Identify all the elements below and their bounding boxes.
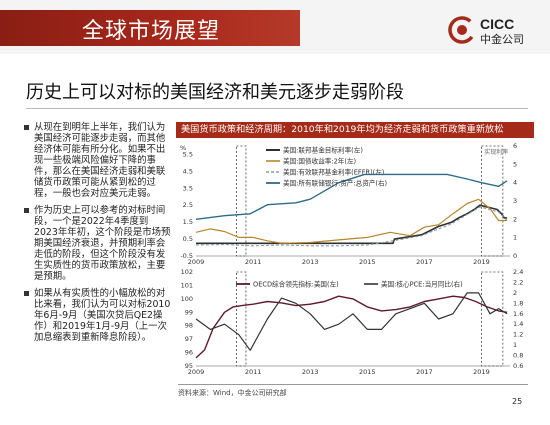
y-right-tick-label: 1.4	[513, 320, 523, 328]
slide-title: 全球市场展望	[82, 19, 221, 44]
x-tick-label: 2011	[245, 368, 262, 376]
x-tick-label: 2009	[188, 368, 205, 376]
x-tick-label: 2013	[302, 258, 319, 266]
legend-label: 美国:联邦基金目标利率(左)	[283, 146, 363, 155]
series-line	[196, 204, 508, 245]
x-tick-label: 2017	[416, 368, 433, 376]
y-right-tick-label: 0	[513, 252, 517, 260]
chart-annotation: 实现利率	[484, 148, 508, 156]
y-left-tick-label: 100	[181, 295, 193, 303]
footer-divider	[178, 384, 528, 385]
y-right-tick-label: 0.8	[513, 352, 523, 360]
x-tick-label: 2011	[245, 258, 262, 266]
y-left-tick-label: -0.5	[180, 252, 193, 260]
legend-label: 美国:核心PCE:当月同比(右)	[381, 280, 463, 289]
x-tick-label: 2015	[359, 258, 376, 266]
y-left-tick-label: 99	[185, 308, 193, 316]
subtitle-divider	[26, 108, 528, 109]
highlight-period-box	[236, 271, 247, 367]
slide-header: 全球市场展望 CICC 中金公司	[0, 0, 550, 54]
x-tick-label: 2019	[473, 258, 490, 266]
series-line	[195, 292, 508, 351]
y-left-tick-label: 97	[185, 335, 193, 343]
y-axis-unit: %	[180, 144, 186, 152]
header-band	[0, 10, 300, 46]
y-right-tick-label: 0.6	[513, 362, 523, 370]
highlight-period-box	[481, 271, 504, 367]
y-left-tick-label: 102	[181, 268, 193, 276]
y-left-tick-label: 101	[181, 281, 193, 289]
y-left-tick-label: 95	[185, 362, 193, 370]
bullet-item: 从现在到明年上半年，我们认为美国经济可能逐步走弱，而其他经济体可能有所分化。如果…	[24, 122, 172, 199]
series-line	[195, 173, 508, 220]
logo-chinese-name: 中金公司	[480, 33, 524, 46]
y-right-tick-label: 1.2	[513, 331, 523, 339]
legend-label: 美国:所有联储银行:资产:总资产(右)	[283, 179, 387, 188]
y-right-tick-label: 1	[513, 234, 517, 242]
page-number: 25	[512, 397, 523, 406]
y-right-tick-label: 3	[513, 197, 517, 205]
y-left-tick-label: 96	[185, 349, 193, 357]
bullet-item: 作为历史上可以参考的对标时间段，一个是2022年4季度到2023年年初，这个阶段…	[24, 205, 172, 282]
logo-name: CICC	[480, 16, 515, 32]
y-left-tick-label: 2.5	[183, 201, 193, 209]
x-tick-label: 2009	[188, 258, 205, 266]
highlight-period-box	[236, 145, 247, 257]
x-tick-label: 2013	[302, 368, 319, 376]
y-left-tick-label: 5.5	[183, 150, 193, 158]
legend-label: OECD综合领先指标:美国(左)	[253, 280, 339, 289]
y-right-tick-label: 2.2	[513, 278, 523, 286]
y-left-tick-label: 3.5	[183, 184, 193, 192]
highlight-period-box	[481, 145, 504, 257]
y-left-tick-label: 1.5	[183, 218, 193, 226]
x-tick-label: 2019	[473, 368, 490, 376]
y-right-tick-label: 6	[513, 142, 517, 150]
series-line	[195, 295, 508, 359]
y-left-tick-label: 0.5	[183, 235, 193, 243]
y-left-tick-label: 98	[185, 322, 193, 330]
y-left-tick-label: 4.5	[183, 167, 193, 175]
y-right-tick-label: 4	[513, 179, 517, 187]
y-right-tick-label: 1.8	[513, 299, 523, 307]
legend-label: 美国:有效联邦基金利率(EFFR)(左)	[283, 168, 384, 177]
bullet-list: 从现在到明年上半年，我们认为美国经济可能逐步走弱，而其他经济体可能有所分化。如果…	[24, 122, 172, 349]
cicc-logo-icon	[448, 16, 476, 44]
series-line	[195, 206, 508, 247]
bullet-item: 如果从有实质性的小幅放松的对比来看，我们认为可以对标2010年6月-9月（美国次…	[24, 288, 172, 343]
chart-title: 美国货币政策和经济周期：2010年和2019年均为经济走弱和货币政策重新放松	[176, 122, 534, 138]
legend-label: 美国:国债收益率:2年(左)	[283, 157, 356, 166]
y-right-tick-label: 5	[513, 160, 517, 168]
y-right-tick-label: 2	[513, 289, 517, 297]
y-right-tick-label: 2.4	[513, 268, 523, 276]
slide-subtitle: 历史上可以对标的美国经济和美元逐步走弱阶段	[26, 82, 404, 103]
series-line	[195, 198, 508, 244]
x-tick-label: 2015	[359, 368, 376, 376]
y-right-tick-label: 1	[513, 341, 517, 349]
cicc-logo: CICC 中金公司	[448, 16, 538, 46]
y-right-tick-label: 1.6	[513, 310, 523, 318]
x-tick-label: 2017	[416, 258, 433, 266]
source-note: 资料来源：Wind，中金公司研究部	[178, 389, 287, 397]
y-right-tick-label: 2	[513, 215, 517, 223]
